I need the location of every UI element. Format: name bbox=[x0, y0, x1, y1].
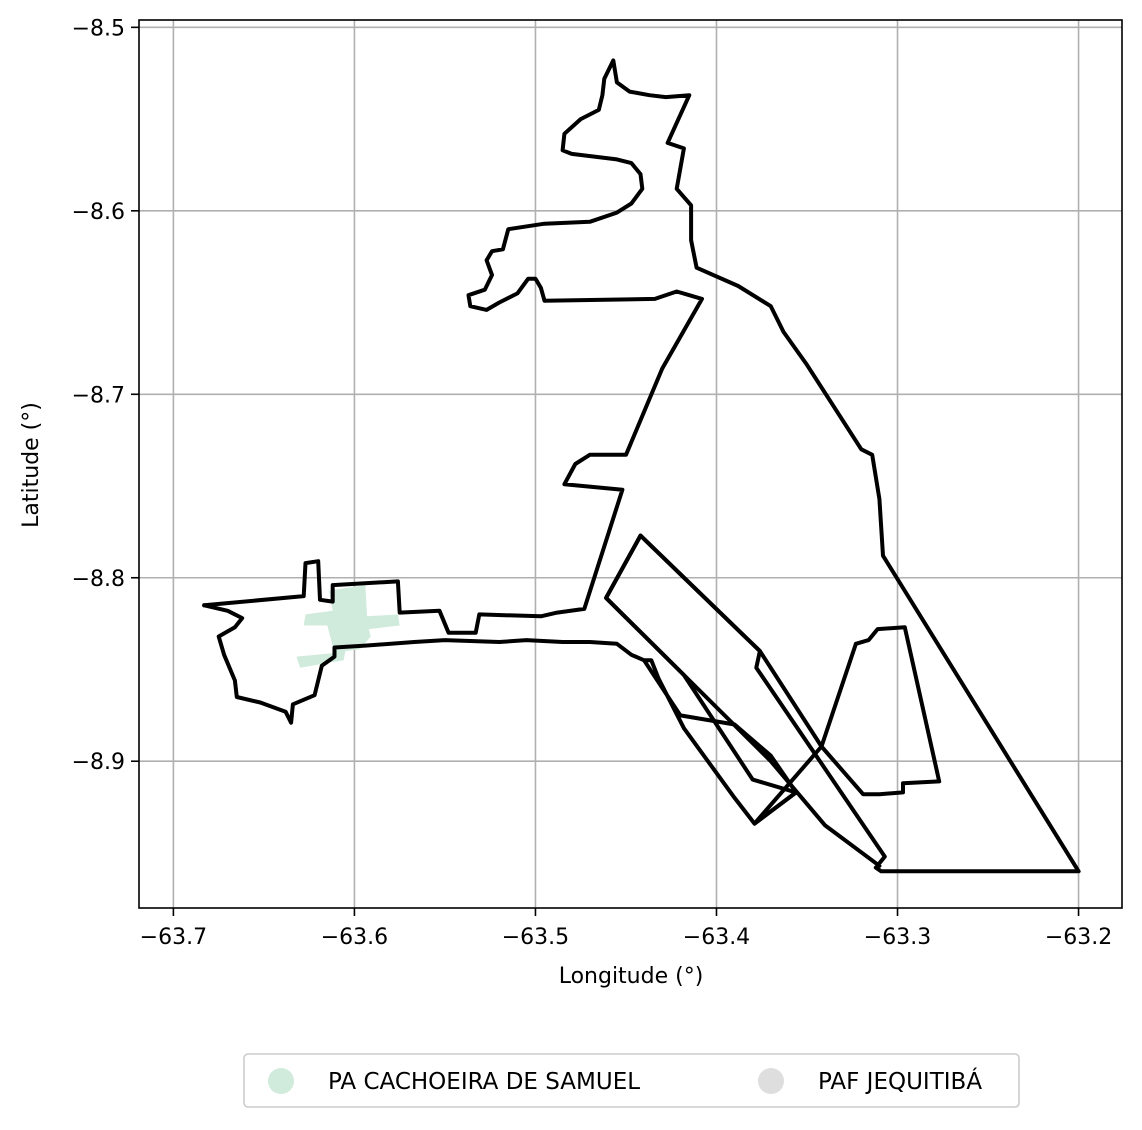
x-tick-label: −63.3 bbox=[864, 925, 931, 950]
y-tick-label: −8.7 bbox=[72, 383, 125, 408]
grid-lines bbox=[139, 20, 1122, 908]
boundary-outline-3 bbox=[819, 625, 942, 797]
legend-frame bbox=[243, 1053, 1020, 1108]
filled-region-0 bbox=[296, 585, 400, 668]
y-tick-label: −8.5 bbox=[72, 16, 125, 41]
y-tick-label: −8.6 bbox=[72, 200, 125, 225]
y-axis-label: Latitude (°) bbox=[19, 402, 44, 528]
tick-layer: −63.7 −63.6 −63.5 −63.4 −63.3 −63.2 −8.5 −8.6 −8… bbox=[72, 16, 1113, 950]
x-tick-label: −63.7 bbox=[140, 925, 207, 950]
legend: PA CACHOEIRA DE SAMUEL PAF JEQUITIBÁ bbox=[243, 1053, 1020, 1108]
legend-swatch-paf-jequitiba bbox=[758, 1068, 784, 1094]
region-layer bbox=[202, 58, 1081, 874]
legend-label-paf-jequitiba: PAF JEQUITIBÁ bbox=[818, 1067, 982, 1095]
x-tick-label: −63.2 bbox=[1045, 925, 1112, 950]
x-tick-label: −63.4 bbox=[683, 925, 750, 950]
y-tick-label: −8.8 bbox=[72, 567, 125, 592]
x-tick-label: −63.6 bbox=[321, 925, 388, 950]
x-tick-label: −63.5 bbox=[502, 925, 569, 950]
x-axis-label: Longitude (°) bbox=[559, 964, 704, 989]
axes-frame bbox=[138, 19, 1123, 909]
legend-swatch-pa-cachoeira-de-samuel bbox=[268, 1068, 294, 1094]
legend-label-pa-cachoeira-de-samuel: PA CACHOEIRA DE SAMUEL bbox=[328, 1069, 640, 1095]
y-tick-label: −8.9 bbox=[72, 750, 125, 775]
boundary-outline-1 bbox=[202, 58, 1081, 874]
boundary-outline-4 bbox=[604, 533, 824, 826]
